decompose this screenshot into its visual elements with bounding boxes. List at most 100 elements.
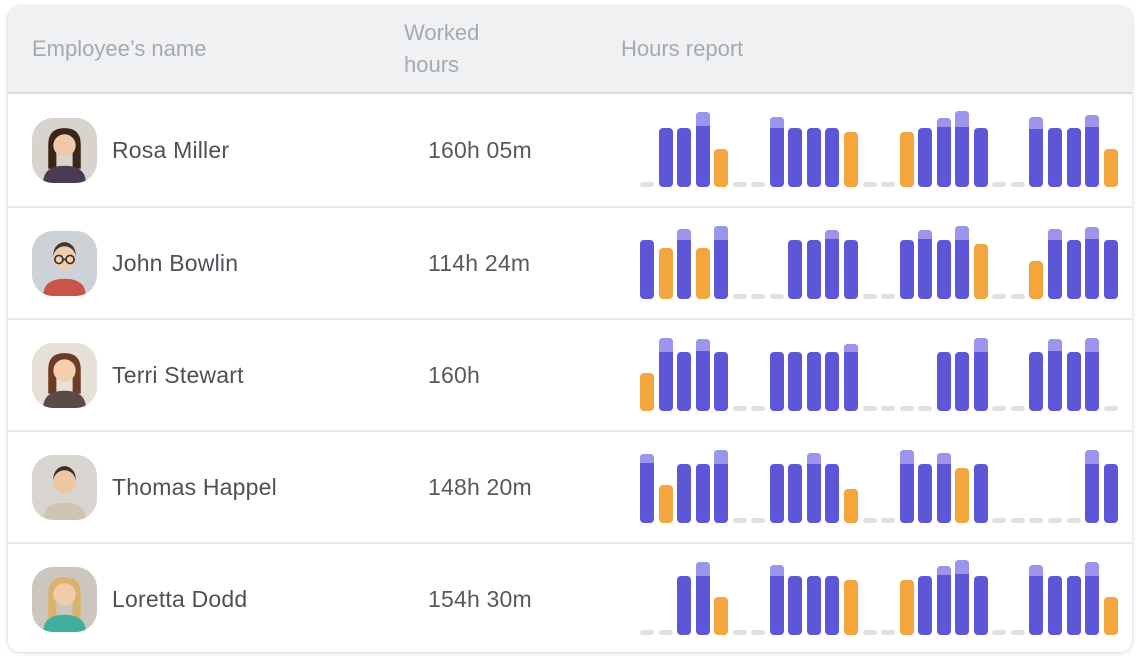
worked-day-bar[interactable] bbox=[1066, 240, 1081, 299]
special-day-bar[interactable] bbox=[955, 468, 970, 523]
worked-day-bar[interactable] bbox=[1048, 339, 1063, 411]
worked-day-bar[interactable] bbox=[936, 240, 951, 299]
worked-day-bar[interactable] bbox=[788, 128, 803, 187]
worked-day-bar[interactable] bbox=[1085, 227, 1100, 299]
special-day-bar[interactable] bbox=[658, 485, 673, 523]
worked-day-bar[interactable] bbox=[1103, 464, 1118, 523]
worked-day-bar[interactable] bbox=[844, 240, 859, 299]
worked-day-bar[interactable] bbox=[714, 226, 729, 299]
worked-day-bar[interactable] bbox=[677, 352, 692, 411]
worked-day-bar[interactable] bbox=[806, 128, 821, 187]
special-day-bar[interactable] bbox=[1029, 261, 1044, 299]
worked-day-bar[interactable] bbox=[1085, 338, 1100, 411]
worked-day-bar[interactable] bbox=[899, 450, 914, 523]
worked-day-bar[interactable] bbox=[918, 128, 933, 187]
worked-day-bar[interactable] bbox=[714, 352, 729, 411]
employee-row[interactable]: Terri Stewart 160h bbox=[8, 318, 1132, 430]
employee-row[interactable]: Thomas Happel 148h 20m bbox=[8, 430, 1132, 542]
worked-day-bar[interactable] bbox=[825, 230, 840, 299]
special-day-bar[interactable] bbox=[658, 248, 673, 299]
worked-day-bar[interactable] bbox=[1085, 115, 1100, 187]
worked-day-bar[interactable] bbox=[825, 128, 840, 187]
worked-day-bar[interactable] bbox=[918, 464, 933, 523]
worked-day-bar[interactable] bbox=[936, 352, 951, 411]
worked-day-bar[interactable] bbox=[788, 352, 803, 411]
worked-day-bar[interactable] bbox=[955, 560, 970, 635]
worked-day-bar[interactable] bbox=[936, 453, 951, 523]
worked-day-bar[interactable] bbox=[899, 240, 914, 299]
report-day-slot bbox=[1103, 240, 1118, 299]
worked-day-bar[interactable] bbox=[677, 229, 692, 299]
worked-day-bar[interactable] bbox=[769, 352, 784, 411]
worked-day-bar[interactable] bbox=[714, 450, 729, 523]
worked-day-bar[interactable] bbox=[640, 454, 654, 523]
worked-day-bar[interactable] bbox=[825, 464, 840, 523]
worked-day-bar[interactable] bbox=[677, 464, 692, 523]
worked-day-bar[interactable] bbox=[1029, 565, 1044, 635]
employee-row[interactable]: John Bowlin 114h 24m bbox=[8, 206, 1132, 318]
worked-day-bar[interactable] bbox=[695, 339, 710, 411]
special-day-bar[interactable] bbox=[695, 248, 710, 299]
worked-day-bar[interactable] bbox=[677, 576, 692, 635]
worked-day-bar[interactable] bbox=[806, 240, 821, 299]
worked-day-bar[interactable] bbox=[769, 565, 784, 635]
special-day-bar[interactable] bbox=[844, 489, 859, 523]
overtime-cap bbox=[1085, 338, 1100, 352]
worked-day-bar[interactable] bbox=[695, 464, 710, 523]
worked-day-bar[interactable] bbox=[1085, 562, 1100, 635]
worked-day-bar[interactable] bbox=[973, 464, 988, 523]
special-day-bar[interactable] bbox=[714, 149, 729, 187]
worked-day-bar[interactable] bbox=[695, 562, 710, 635]
worked-day-bar[interactable] bbox=[936, 566, 951, 635]
worked-day-bar[interactable] bbox=[936, 118, 951, 187]
special-day-bar[interactable] bbox=[899, 580, 914, 635]
worked-day-bar[interactable] bbox=[806, 576, 821, 635]
worked-day-bar[interactable] bbox=[1066, 128, 1081, 187]
worked-day-bar[interactable] bbox=[788, 576, 803, 635]
report-day-slot bbox=[658, 248, 673, 299]
worked-day-bar[interactable] bbox=[825, 352, 840, 411]
worked-day-bar[interactable] bbox=[769, 117, 784, 187]
employee-row[interactable]: Rosa Miller 160h 05m bbox=[8, 94, 1132, 206]
special-day-bar[interactable] bbox=[973, 244, 988, 299]
worked-day-bar[interactable] bbox=[788, 464, 803, 523]
day-off-dash bbox=[732, 630, 747, 635]
worked-day-bar[interactable] bbox=[1048, 229, 1063, 299]
worked-day-bar[interactable] bbox=[918, 576, 933, 635]
worked-day-bar[interactable] bbox=[1048, 576, 1063, 635]
worked-day-bar[interactable] bbox=[844, 344, 859, 411]
special-day-bar[interactable] bbox=[899, 132, 914, 187]
worked-day-bar[interactable] bbox=[806, 352, 821, 411]
worked-day-bar[interactable] bbox=[1066, 576, 1081, 635]
special-day-bar[interactable] bbox=[1103, 597, 1118, 635]
worked-day-bar[interactable] bbox=[973, 338, 988, 411]
worked-day-bar[interactable] bbox=[658, 128, 673, 187]
worked-day-bar[interactable] bbox=[973, 128, 988, 187]
worked-day-bar[interactable] bbox=[695, 112, 710, 187]
worked-day-bar[interactable] bbox=[825, 576, 840, 635]
worked-day-bar[interactable] bbox=[918, 230, 933, 299]
worked-day-bar[interactable] bbox=[1103, 240, 1118, 299]
worked-day-bar[interactable] bbox=[1048, 128, 1063, 187]
worked-day-bar[interactable] bbox=[806, 453, 821, 523]
worked-day-bar[interactable] bbox=[1066, 352, 1081, 411]
special-day-bar[interactable] bbox=[714, 597, 729, 635]
worked-day-bar[interactable] bbox=[769, 464, 784, 523]
worked-day-bar[interactable] bbox=[1085, 450, 1100, 523]
employee-row[interactable]: Loretta Dodd 154h 30m bbox=[8, 542, 1132, 652]
worked-day-bar[interactable] bbox=[973, 576, 988, 635]
special-day-bar[interactable] bbox=[1103, 149, 1118, 187]
worked-day-bar[interactable] bbox=[1029, 117, 1044, 187]
worked-day-bar[interactable] bbox=[955, 352, 970, 411]
worked-day-bar[interactable] bbox=[658, 338, 673, 411]
worked-day-bar[interactable] bbox=[1029, 352, 1044, 411]
worked-day-bar[interactable] bbox=[788, 240, 803, 299]
special-day-bar[interactable] bbox=[844, 132, 859, 187]
special-day-bar[interactable] bbox=[844, 580, 859, 635]
report-day-slot bbox=[1066, 240, 1081, 299]
worked-day-bar[interactable] bbox=[955, 226, 970, 299]
worked-day-bar[interactable] bbox=[677, 128, 692, 187]
worked-day-bar[interactable] bbox=[640, 240, 654, 299]
special-day-bar[interactable] bbox=[640, 373, 654, 411]
worked-day-bar[interactable] bbox=[955, 111, 970, 187]
